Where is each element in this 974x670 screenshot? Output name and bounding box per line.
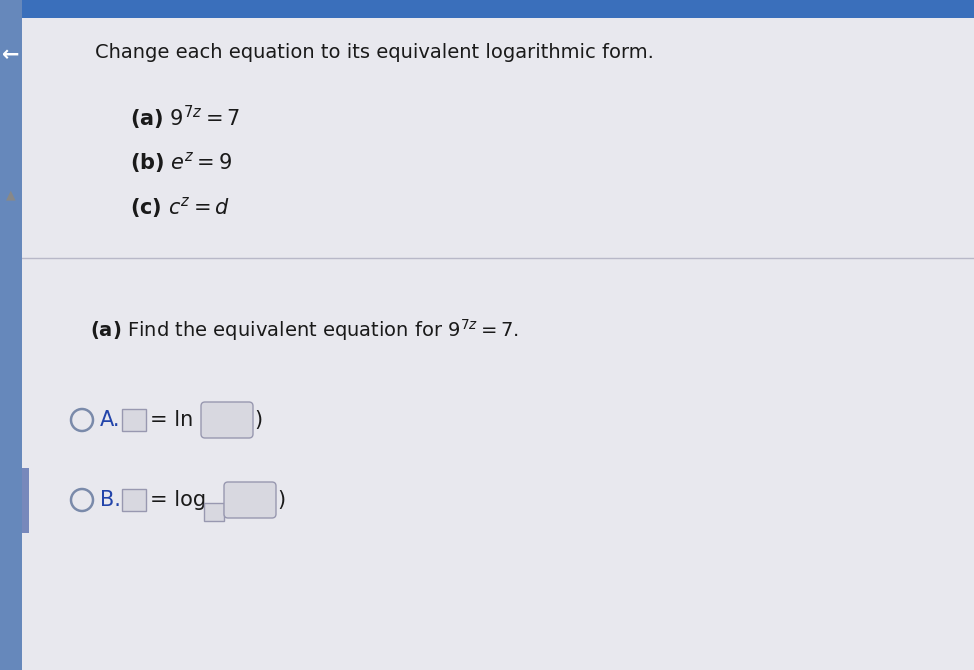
Text: $\mathbf{(a)}\ 9^{7z}=7$: $\mathbf{(a)}\ 9^{7z}=7$ [130,104,241,132]
Text: ): ) [277,490,285,510]
Text: A.: A. [100,410,121,430]
Text: Change each equation to its equivalent logarithmic form.: Change each equation to its equivalent l… [95,42,654,62]
FancyBboxPatch shape [0,0,22,670]
FancyBboxPatch shape [224,482,276,518]
Text: = ln (: = ln ( [150,410,208,430]
Text: B.: B. [100,490,121,510]
FancyBboxPatch shape [201,402,253,438]
FancyBboxPatch shape [22,18,974,670]
FancyBboxPatch shape [22,468,29,533]
Text: ): ) [254,410,262,430]
FancyBboxPatch shape [122,409,146,431]
Text: $\mathbf{(c)}\ c^{z}=d$: $\mathbf{(c)}\ c^{z}=d$ [130,196,230,220]
Text: $\mathbf{(b)}\ e^{z}=9$: $\mathbf{(b)}\ e^{z}=9$ [130,151,233,176]
FancyBboxPatch shape [204,503,224,521]
FancyBboxPatch shape [122,489,146,511]
Text: $\mathbf{(a)}$ Find the equivalent equation for $9^{7z}=7.$: $\mathbf{(a)}$ Find the equivalent equat… [90,317,519,343]
FancyBboxPatch shape [0,0,974,18]
Text: ←: ← [2,45,19,65]
Text: = log: = log [150,490,206,510]
Text: ▲: ▲ [6,188,16,202]
